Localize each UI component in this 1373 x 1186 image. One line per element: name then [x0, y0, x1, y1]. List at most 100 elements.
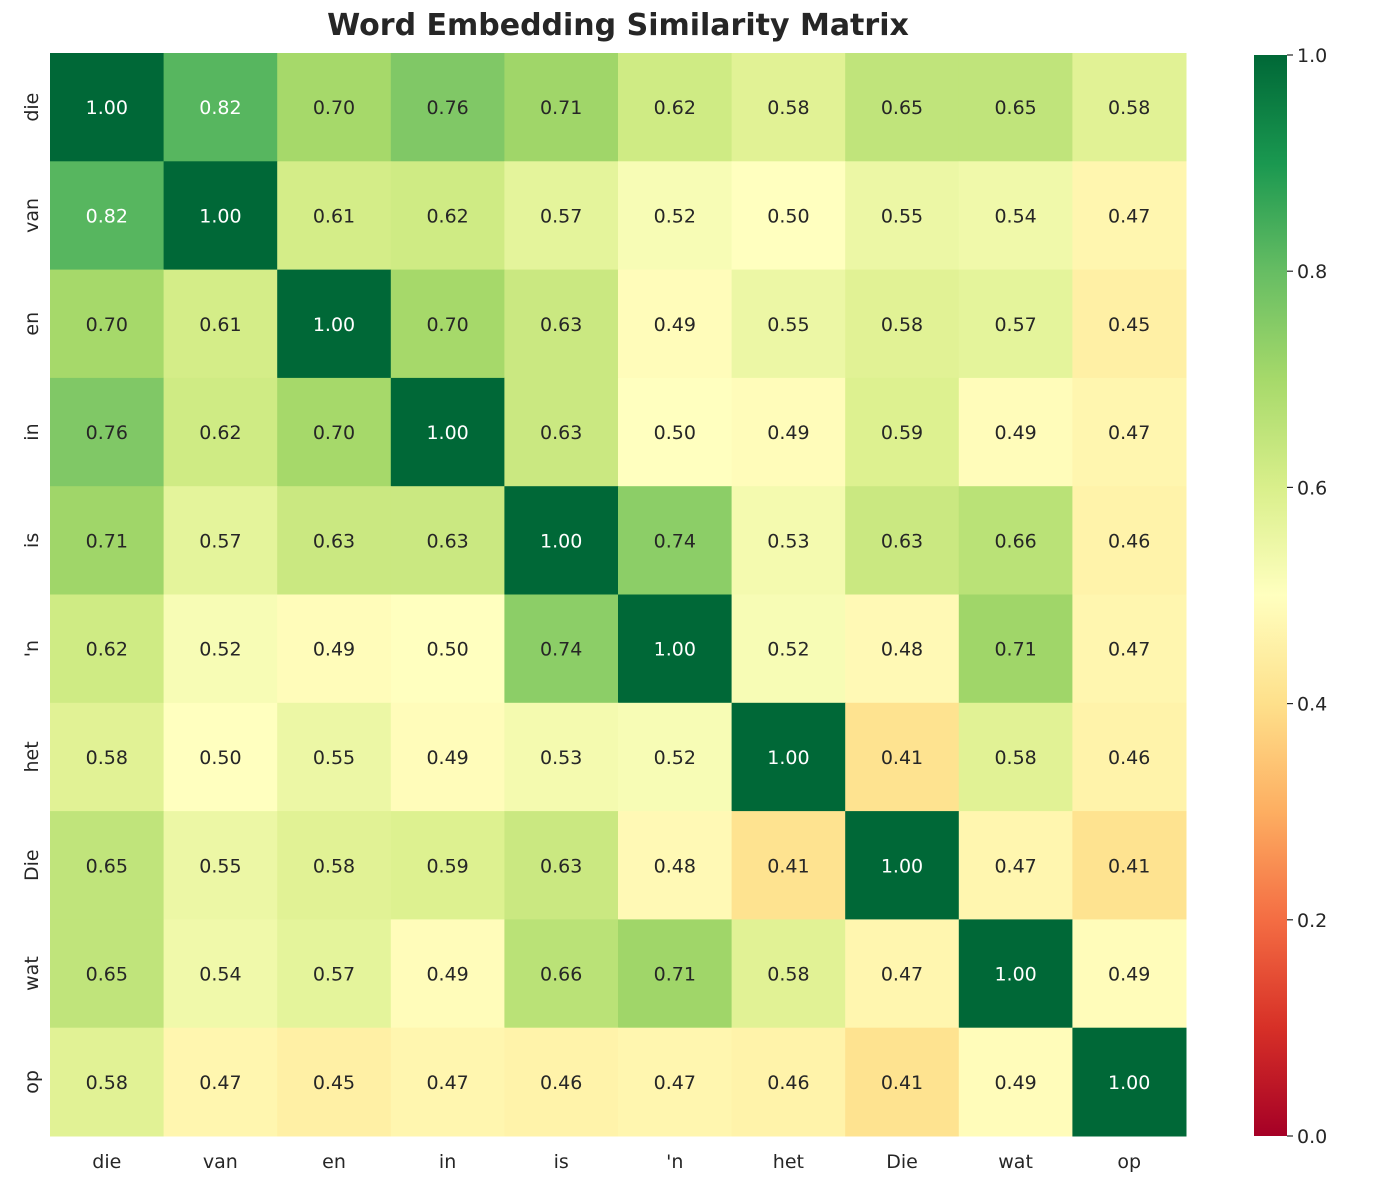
- heatmap-cell: [390, 486, 505, 595]
- heatmap-cell: [845, 919, 960, 1029]
- heatmap-cell: [1072, 486, 1187, 595]
- heatmap-cell: [390, 377, 505, 487]
- cell-value-label: 0.53: [767, 530, 809, 552]
- cell-value-label: 0.54: [994, 205, 1036, 227]
- cell-value-label: 0.63: [540, 314, 582, 336]
- heatmap-cell: [731, 702, 846, 812]
- heatmap-cell: [50, 486, 165, 595]
- heatmap-cell: [845, 702, 960, 812]
- cell-value-label: 0.52: [654, 747, 696, 769]
- cell-value-label: 0.70: [86, 314, 128, 336]
- cell-value-label: 0.65: [881, 97, 923, 119]
- cell-value-label: 0.70: [426, 314, 468, 336]
- heatmap-cell: [958, 811, 1073, 920]
- x-tick-label: is: [554, 1151, 569, 1173]
- heatmap-cell: [504, 811, 619, 920]
- cell-value-label: 0.49: [1108, 964, 1150, 986]
- colorbar-gradient: [1254, 55, 1287, 1136]
- colorbar-tick-label: 0.2: [1297, 910, 1327, 932]
- cell-value-label: 0.59: [426, 855, 468, 877]
- cell-value-label: 0.63: [540, 855, 582, 877]
- heatmap-cell: [277, 1027, 392, 1137]
- cell-value-label: 0.82: [86, 205, 128, 227]
- y-tick-label: op: [21, 1070, 43, 1094]
- cell-value-label: 0.50: [199, 747, 241, 769]
- heatmap-cell: [845, 811, 960, 920]
- cell-value-label: 0.71: [86, 530, 128, 552]
- cell-value-label: 0.55: [313, 747, 355, 769]
- cell-value-label: 1.00: [426, 422, 468, 444]
- cell-value-label: 0.70: [313, 422, 355, 444]
- cell-value-label: 0.49: [426, 964, 468, 986]
- heatmap-cell: [277, 377, 392, 487]
- y-tick-label: 'n: [21, 640, 43, 657]
- heatmap-cell: [50, 377, 165, 487]
- heatmap-cell: [1072, 269, 1187, 379]
- heatmap-cell: [50, 1027, 165, 1137]
- cell-value-label: 1.00: [654, 639, 696, 661]
- heatmap-cell: [845, 161, 960, 271]
- heatmap-cell: [1072, 161, 1187, 271]
- heatmap-cell: [277, 811, 392, 920]
- cell-value-label: 0.55: [199, 855, 241, 877]
- heatmap-cell: [277, 919, 392, 1029]
- heatmap-cell: [50, 269, 165, 379]
- heatmap-cell: [390, 161, 505, 271]
- colorbar-tick-label: 0.4: [1297, 694, 1327, 716]
- cell-value-label: 0.63: [540, 422, 582, 444]
- cell-value-label: 0.61: [313, 205, 355, 227]
- x-tick-label: van: [203, 1151, 238, 1173]
- heatmap-cell: [731, 53, 846, 162]
- cell-value-label: 0.46: [1108, 530, 1150, 552]
- y-tick-label: Die: [21, 849, 43, 881]
- heatmap-cell: [390, 594, 505, 704]
- heatmap-cell: [504, 702, 619, 812]
- cell-value-label: 0.65: [86, 964, 128, 986]
- cell-value-label: 0.71: [540, 97, 582, 119]
- heatmap-cell: [504, 594, 619, 704]
- cell-value-label: 1.00: [1108, 1072, 1150, 1094]
- cell-value-label: 0.58: [767, 964, 809, 986]
- heatmap-cell: [958, 269, 1073, 379]
- heatmap-cell: [277, 594, 392, 704]
- heatmap-cell: [731, 269, 846, 379]
- colorbar-tick-label: 0.0: [1297, 1126, 1327, 1148]
- heatmap-cell: [958, 53, 1073, 162]
- cell-value-label: 0.41: [767, 855, 809, 877]
- y-tick-label: is: [21, 533, 43, 548]
- cell-value-label: 1.00: [199, 205, 241, 227]
- heatmap-cell: [50, 919, 165, 1029]
- heatmap-cell: [163, 486, 278, 595]
- heatmap-cell: [163, 377, 278, 487]
- cell-value-label: 0.57: [199, 530, 241, 552]
- cell-value-label: 0.65: [994, 97, 1036, 119]
- heatmap-cell: [618, 919, 733, 1029]
- heatmap-cell: [163, 1027, 278, 1137]
- x-tick-label: wat: [998, 1151, 1033, 1173]
- heatmap-cell: [1072, 1027, 1187, 1137]
- heatmap-cell: [504, 377, 619, 487]
- x-tick-label: het: [773, 1151, 804, 1173]
- cell-value-label: 0.71: [994, 639, 1036, 661]
- heatmap-cell: [618, 377, 733, 487]
- heatmap-cell: [845, 594, 960, 704]
- heatmap-cell: [163, 594, 278, 704]
- heatmap-cell: [163, 919, 278, 1029]
- heatmap-cell: [958, 919, 1073, 1029]
- cell-value-label: 0.74: [654, 530, 696, 552]
- cell-value-label: 0.53: [540, 747, 582, 769]
- heatmap-cell: [618, 161, 733, 271]
- cell-value-label: 0.58: [1108, 97, 1150, 119]
- cell-value-label: 0.70: [313, 97, 355, 119]
- cell-value-label: 0.45: [313, 1072, 355, 1094]
- heatmap-cell: [50, 594, 165, 704]
- cell-value-label: 0.58: [881, 314, 923, 336]
- cell-value-label: 0.52: [654, 205, 696, 227]
- cell-value-label: 1.00: [994, 964, 1036, 986]
- cell-value-label: 0.54: [199, 964, 241, 986]
- cell-value-label: 1.00: [881, 855, 923, 877]
- cell-value-label: 0.47: [1108, 639, 1150, 661]
- cell-value-label: 0.58: [994, 747, 1036, 769]
- cell-value-label: 0.57: [994, 314, 1036, 336]
- cell-value-label: 0.58: [86, 747, 128, 769]
